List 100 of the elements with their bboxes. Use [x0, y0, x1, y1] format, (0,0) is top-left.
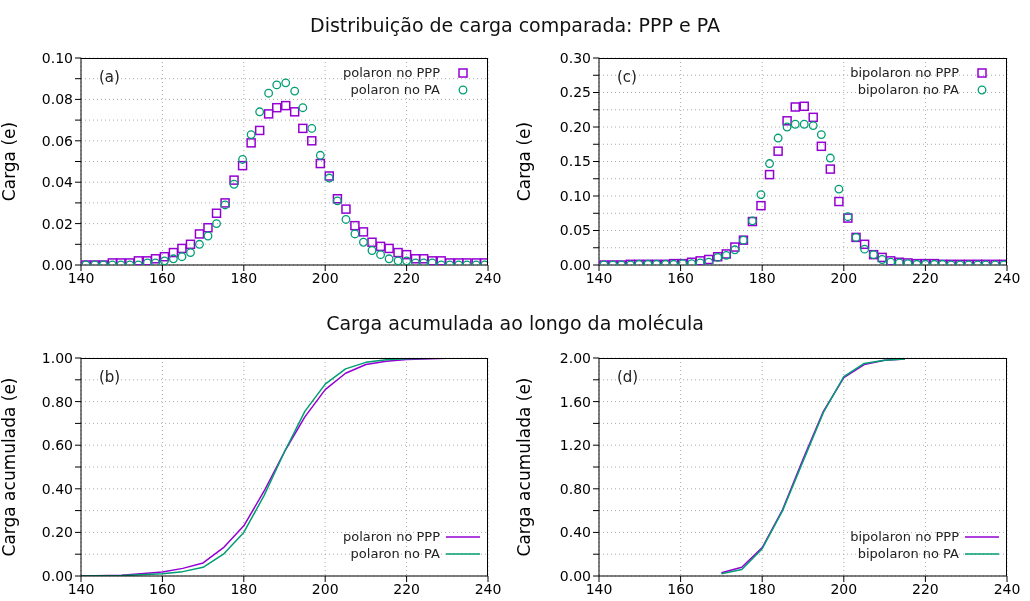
point [782, 116, 792, 126]
y-tick-label: 0.02 [41, 215, 73, 232]
point [307, 123, 317, 133]
x-tick-label: 220 [393, 580, 420, 597]
legend-label: bipolaron no PPP [850, 65, 959, 80]
point [246, 130, 256, 140]
point [315, 158, 326, 169]
point [367, 237, 377, 247]
point [133, 256, 144, 265]
point [376, 250, 385, 260]
point [159, 251, 170, 262]
y-tick-label: 0.80 [559, 480, 591, 497]
x-tick-label: 240 [993, 580, 1021, 597]
y-tick-label: 1.00 [41, 349, 73, 366]
point [212, 219, 221, 229]
point [203, 231, 213, 241]
x-tick-label: 180 [748, 580, 776, 597]
point [825, 153, 835, 163]
point [825, 164, 836, 174]
y-tick-label: 1.60 [559, 393, 591, 410]
chart-title: Carga acumulada ao longo da molécula [325, 312, 705, 334]
y-axis-title: Carga (e) [514, 121, 535, 202]
legend-label: polaron no PA [350, 546, 440, 561]
point [281, 78, 291, 88]
point [289, 107, 300, 117]
point [229, 179, 239, 189]
y-tick-label: 0.20 [559, 118, 591, 135]
point [790, 102, 800, 112]
x-tick-label: 160 [667, 580, 694, 597]
point [211, 208, 222, 218]
annotation: (d) [617, 368, 639, 386]
y-tick-label: 0.20 [41, 524, 73, 541]
y-tick-label: 0.40 [559, 524, 591, 541]
point [177, 252, 187, 262]
point [384, 243, 394, 254]
point [782, 122, 792, 132]
y-tick-label: 0.10 [559, 187, 591, 204]
x-tick-label: 180 [230, 269, 258, 286]
x-tick-label: 220 [912, 269, 939, 286]
y-tick-label: 0.10 [41, 49, 73, 66]
point [194, 229, 205, 239]
y-tick-label: 0.60 [41, 437, 73, 454]
point [375, 241, 386, 252]
point [229, 175, 239, 185]
y-axis-title: Carga acumulada (e) [0, 377, 20, 557]
point [808, 121, 818, 131]
point [419, 258, 429, 265]
point [764, 169, 775, 180]
point [264, 88, 274, 98]
point [237, 160, 248, 171]
point [393, 256, 403, 265]
legend-label: polaron no PPP [342, 529, 440, 544]
x-tick-label: 200 [830, 580, 858, 597]
point [367, 246, 377, 255]
x-tick-label: 240 [993, 269, 1021, 286]
point [280, 100, 291, 111]
point [341, 204, 351, 214]
y-tick-label: 0.04 [41, 174, 74, 191]
y-tick-label: 2.00 [559, 349, 591, 366]
point [168, 254, 178, 264]
point [756, 200, 766, 211]
point [384, 254, 394, 264]
point [773, 146, 783, 156]
y-tick-label: 1.20 [559, 437, 591, 454]
y-tick-label: 0.05 [559, 222, 591, 239]
point [290, 86, 300, 96]
y-axis-title: Carga (e) [0, 121, 20, 202]
x-tick-label: 200 [311, 269, 339, 286]
x-tick-label: 180 [748, 269, 776, 286]
x-tick-label: 220 [912, 580, 939, 597]
y-tick-label: 0.30 [559, 49, 591, 66]
point [756, 190, 766, 200]
point [254, 125, 265, 136]
point [255, 107, 265, 117]
x-tick-label: 160 [149, 269, 176, 286]
point [359, 237, 368, 247]
point [315, 150, 325, 160]
point [168, 247, 179, 258]
x-tick-label: 200 [830, 269, 858, 286]
legend-label: polaron no PA [350, 82, 440, 97]
point [860, 244, 870, 254]
x-tick-label: 160 [149, 580, 176, 597]
y-tick-label: 0.06 [41, 132, 74, 149]
point [834, 184, 844, 194]
x-tick-label: 160 [667, 269, 694, 286]
point [298, 103, 308, 113]
point [402, 256, 412, 265]
x-tick-label: 240 [474, 269, 502, 286]
point [816, 130, 826, 140]
annotation: (b) [99, 368, 121, 386]
point [272, 80, 282, 90]
legend-label: bipolaron no PPP [850, 529, 959, 544]
point [358, 227, 369, 237]
point [263, 109, 274, 119]
point [808, 112, 818, 123]
point [298, 123, 308, 134]
point [816, 141, 827, 152]
y-tick-label: 0.40 [41, 480, 73, 497]
point [411, 258, 420, 265]
point [401, 249, 412, 260]
